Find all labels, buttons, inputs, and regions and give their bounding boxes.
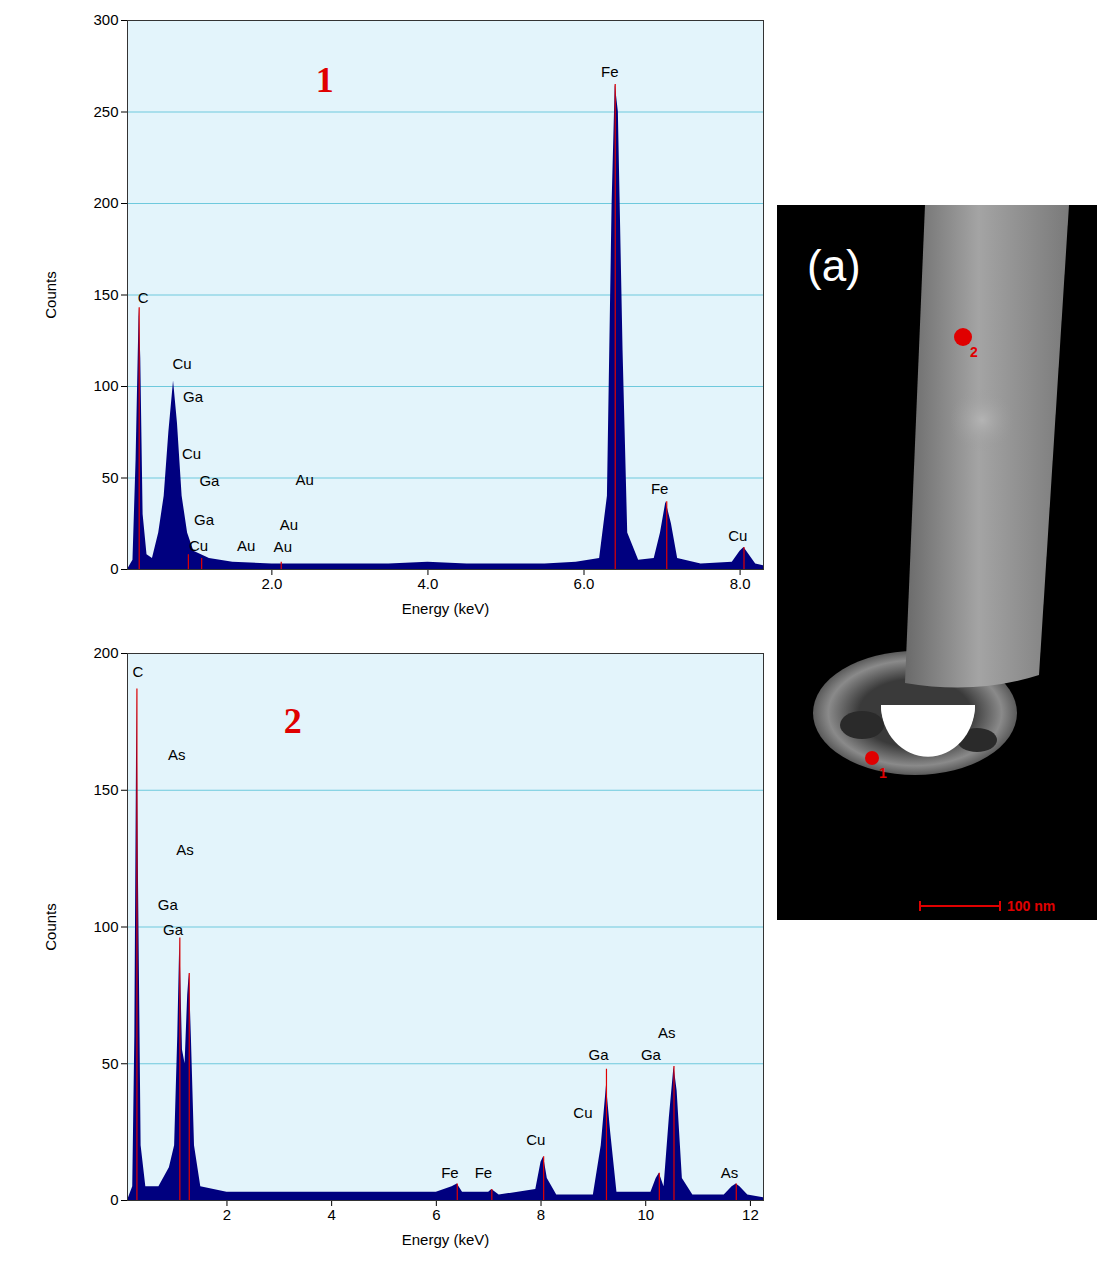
svg-text:1: 1 [879, 765, 887, 781]
svg-text:Ga: Ga [641, 1046, 662, 1063]
svg-text:200: 200 [93, 194, 118, 211]
svg-text:2: 2 [284, 701, 302, 741]
svg-text:12: 12 [742, 1206, 759, 1223]
svg-text:Ga: Ga [158, 896, 179, 913]
svg-text:Cu: Cu [173, 355, 192, 372]
svg-text:0: 0 [110, 560, 118, 577]
svg-text:Au: Au [237, 537, 255, 554]
svg-text:50: 50 [102, 469, 119, 486]
svg-text:Au: Au [295, 471, 313, 488]
svg-text:Cu: Cu [573, 1104, 592, 1121]
svg-text:100: 100 [93, 918, 118, 935]
svg-text:Ga: Ga [163, 921, 184, 938]
svg-text:As: As [721, 1164, 739, 1181]
svg-text:1: 1 [316, 60, 334, 100]
svg-text:Au: Au [274, 538, 292, 555]
svg-text:200: 200 [93, 645, 118, 661]
svg-text:Au: Au [280, 516, 298, 533]
svg-text:150: 150 [93, 286, 118, 303]
svg-text:250: 250 [93, 103, 118, 120]
svg-text:4: 4 [327, 1206, 335, 1223]
svg-text:100: 100 [93, 377, 118, 394]
svg-text:8.0: 8.0 [730, 575, 751, 592]
svg-text:Cu: Cu [728, 527, 747, 544]
svg-text:Fe: Fe [441, 1164, 459, 1181]
svg-text:Cu: Cu [189, 537, 208, 554]
svg-text:6: 6 [432, 1206, 440, 1223]
svg-text:Cu: Cu [526, 1131, 545, 1148]
svg-text:150: 150 [93, 781, 118, 798]
svg-text:Energy (keV): Energy (keV) [402, 600, 490, 617]
svg-text:10: 10 [637, 1206, 654, 1223]
svg-text:C: C [133, 663, 144, 680]
svg-text:As: As [176, 841, 194, 858]
svg-text:100 nm: 100 nm [1007, 898, 1055, 914]
svg-text:Energy (keV): Energy (keV) [402, 1231, 490, 1248]
svg-text:4.0: 4.0 [418, 575, 439, 592]
svg-text:6.0: 6.0 [574, 575, 595, 592]
svg-text:Ga: Ga [183, 388, 204, 405]
svg-text:2: 2 [970, 344, 978, 360]
svg-text:0: 0 [110, 1191, 118, 1208]
svg-text:(a): (a) [807, 241, 861, 290]
svg-text:50: 50 [102, 1055, 119, 1072]
svg-text:Counts: Counts [42, 271, 59, 319]
svg-text:8: 8 [537, 1206, 545, 1223]
svg-text:Fe: Fe [601, 63, 619, 80]
svg-text:As: As [168, 745, 186, 762]
svg-text:Cu: Cu [182, 445, 201, 462]
svg-text:Fe: Fe [475, 1164, 493, 1181]
svg-text:300: 300 [93, 11, 118, 28]
svg-text:Ga: Ga [589, 1046, 610, 1063]
svg-text:Counts: Counts [42, 903, 59, 951]
svg-text:2: 2 [223, 1206, 231, 1223]
svg-text:As: As [658, 1024, 676, 1041]
svg-text:Fe: Fe [651, 480, 669, 497]
svg-text:Ga: Ga [194, 511, 215, 528]
svg-text:Ga: Ga [199, 472, 220, 489]
svg-text:2.0: 2.0 [261, 575, 282, 592]
svg-text:C: C [138, 289, 149, 306]
